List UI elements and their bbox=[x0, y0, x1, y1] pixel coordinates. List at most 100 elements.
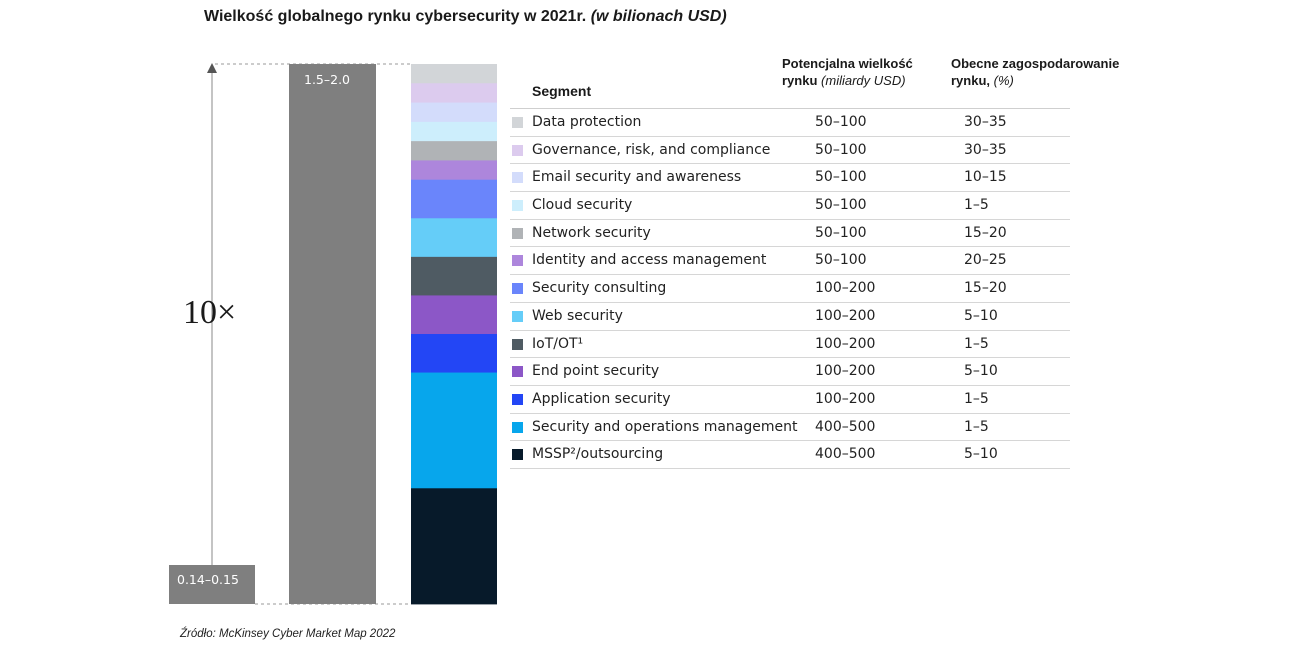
segment-potential: 50–100 bbox=[815, 114, 867, 130]
segment-potential: 100–200 bbox=[815, 363, 876, 380]
header-potential-line2: rynku (miliardy USD) bbox=[782, 72, 913, 89]
header-current-line2-bold: rynku, bbox=[951, 73, 991, 88]
legend-swatch bbox=[512, 310, 523, 322]
legend-swatch bbox=[512, 421, 523, 433]
segment-current: 1–5 bbox=[964, 197, 989, 214]
legend-swatch bbox=[512, 283, 523, 295]
table-row: Cloud security 50–100 1–5 bbox=[510, 192, 1070, 220]
segment-potential: 50–100 bbox=[815, 224, 867, 241]
stack-segment-5 bbox=[411, 160, 497, 181]
segment-potential: 50–100 bbox=[815, 197, 867, 214]
table-row: Security and operations management 400–50… bbox=[510, 414, 1070, 442]
header-current-line2: rynku, (%) bbox=[951, 72, 1119, 89]
header-potential: Potencjalna wielkość rynku (miliardy USD… bbox=[782, 55, 913, 89]
segment-name: MSSP²/outsourcing bbox=[532, 446, 664, 463]
legend-swatch bbox=[512, 338, 523, 350]
stack-segment-2 bbox=[411, 102, 497, 123]
segment-potential: 100–200 bbox=[815, 307, 876, 324]
stack-segment-0 bbox=[411, 64, 497, 84]
stack-segment-12 bbox=[411, 488, 497, 605]
segment-current: 5–10 bbox=[964, 307, 998, 324]
stack-segment-4 bbox=[411, 141, 497, 161]
segment-current: 15–20 bbox=[964, 280, 1007, 297]
segment-name: Data protection bbox=[532, 114, 642, 130]
table-row: Identity and access management 50–100 20–2… bbox=[510, 247, 1070, 276]
header-segment: Segment bbox=[532, 83, 592, 99]
stack-segment-3 bbox=[411, 121, 497, 142]
segment-potential: 100–200 bbox=[815, 335, 876, 352]
segment-name: Security consulting bbox=[532, 280, 667, 297]
legend-swatch bbox=[512, 117, 523, 128]
stack-segment-11 bbox=[411, 372, 497, 489]
segment-table: Data protection 50–100 30–35 Governance, ri… bbox=[510, 109, 1070, 469]
chart-title: Wielkość globalnego rynku cybersecurity … bbox=[204, 8, 727, 26]
source-note: Źródło: McKinsey Cyber Market Map 2022 bbox=[180, 628, 396, 640]
stack-segment-10 bbox=[411, 334, 497, 373]
table-row: Application security 100–200 1–5 bbox=[510, 386, 1070, 414]
segment-current: 1–5 bbox=[964, 335, 989, 352]
table-row: Data protection 50–100 30–35 bbox=[510, 109, 1070, 137]
legend-swatch bbox=[512, 393, 523, 405]
table-row: IoT/OT¹ 100–200 1–5 bbox=[510, 331, 1070, 359]
stack-segment-7 bbox=[411, 218, 497, 258]
table-row: Network security 50–100 15–20 bbox=[510, 220, 1070, 248]
segment-potential: 400–500 bbox=[815, 418, 876, 435]
legend-swatch bbox=[512, 255, 523, 267]
segment-current: 5–10 bbox=[964, 446, 998, 463]
multiplier-label: 10× bbox=[183, 294, 236, 331]
bar-potential-market bbox=[289, 64, 376, 604]
segment-name: IoT/OT¹ bbox=[532, 335, 584, 352]
header-current-line1: Obecne zagospodarowanie bbox=[951, 56, 1120, 71]
segment-name: Network security bbox=[532, 224, 651, 241]
segment-potential: 50–100 bbox=[815, 252, 867, 269]
segment-name: Web security bbox=[532, 307, 623, 324]
legend-swatch bbox=[512, 449, 523, 461]
segment-current: 20–25 bbox=[964, 252, 1007, 269]
legend-swatch bbox=[512, 366, 523, 378]
segment-potential: 50–100 bbox=[815, 169, 867, 186]
stack-segment-8 bbox=[411, 256, 497, 296]
segment-current: 1–5 bbox=[964, 390, 989, 407]
segment-name: Identity and access management bbox=[532, 252, 767, 269]
segment-potential: 100–200 bbox=[815, 280, 876, 297]
segment-current: 15–20 bbox=[964, 224, 1007, 241]
bar-current-market bbox=[169, 565, 255, 604]
segment-potential: 400–500 bbox=[815, 446, 876, 463]
segment-current: 10–15 bbox=[964, 169, 1007, 186]
segment-name: End point security bbox=[532, 363, 660, 380]
segment-current: 5–10 bbox=[964, 363, 998, 380]
table-row: MSSP²/outsourcing 400–500 5–10 bbox=[510, 441, 1070, 469]
stack-segment-9 bbox=[411, 295, 497, 335]
chart-title-unit: (w bilionach USD) bbox=[590, 8, 727, 25]
header-potential-unit: (miliardy USD) bbox=[821, 73, 906, 88]
segment-current: 30–35 bbox=[964, 114, 1007, 130]
segments-stacked-bar bbox=[411, 64, 497, 605]
header-current: Obecne zagospodarowanie rynku, (%) bbox=[951, 55, 1119, 89]
header-potential-line2-bold: rynku bbox=[782, 73, 818, 88]
table-row: Email security and awareness 50–100 10–15 bbox=[510, 164, 1070, 193]
legend-swatch bbox=[512, 144, 523, 156]
legend-swatch bbox=[512, 200, 523, 212]
segment-current: 30–35 bbox=[964, 141, 1007, 158]
growth-arrow-head bbox=[207, 63, 217, 73]
legend-swatch bbox=[512, 227, 523, 239]
legend-swatch bbox=[512, 172, 523, 184]
segment-name: Application security bbox=[532, 390, 671, 407]
header-divider bbox=[510, 108, 1070, 109]
stack-segment-6 bbox=[411, 179, 497, 219]
segment-potential: 100–200 bbox=[815, 390, 876, 407]
segment-current: 1–5 bbox=[964, 418, 989, 435]
table-row: Web security 100–200 5–10 bbox=[510, 303, 1070, 331]
segment-name: Security and operations management bbox=[532, 418, 798, 435]
bar-potential-market-label: 1.5–2.0 bbox=[304, 72, 350, 87]
chart-title-main: Wielkość globalnego rynku cybersecurity … bbox=[204, 8, 587, 25]
header-current-unit: (%) bbox=[993, 73, 1014, 88]
header-potential-line1: Potencjalna wielkość bbox=[782, 56, 913, 71]
segment-name: Cloud security bbox=[532, 197, 633, 214]
table-row: Governance, risk, and compliance 50–100 30… bbox=[510, 137, 1070, 165]
segment-potential: 50–100 bbox=[815, 141, 867, 158]
stack-segment-1 bbox=[411, 83, 497, 103]
segment-name: Governance, risk, and compliance bbox=[532, 141, 771, 158]
bar-current-market-label: 0.14–0.15 bbox=[177, 572, 239, 587]
